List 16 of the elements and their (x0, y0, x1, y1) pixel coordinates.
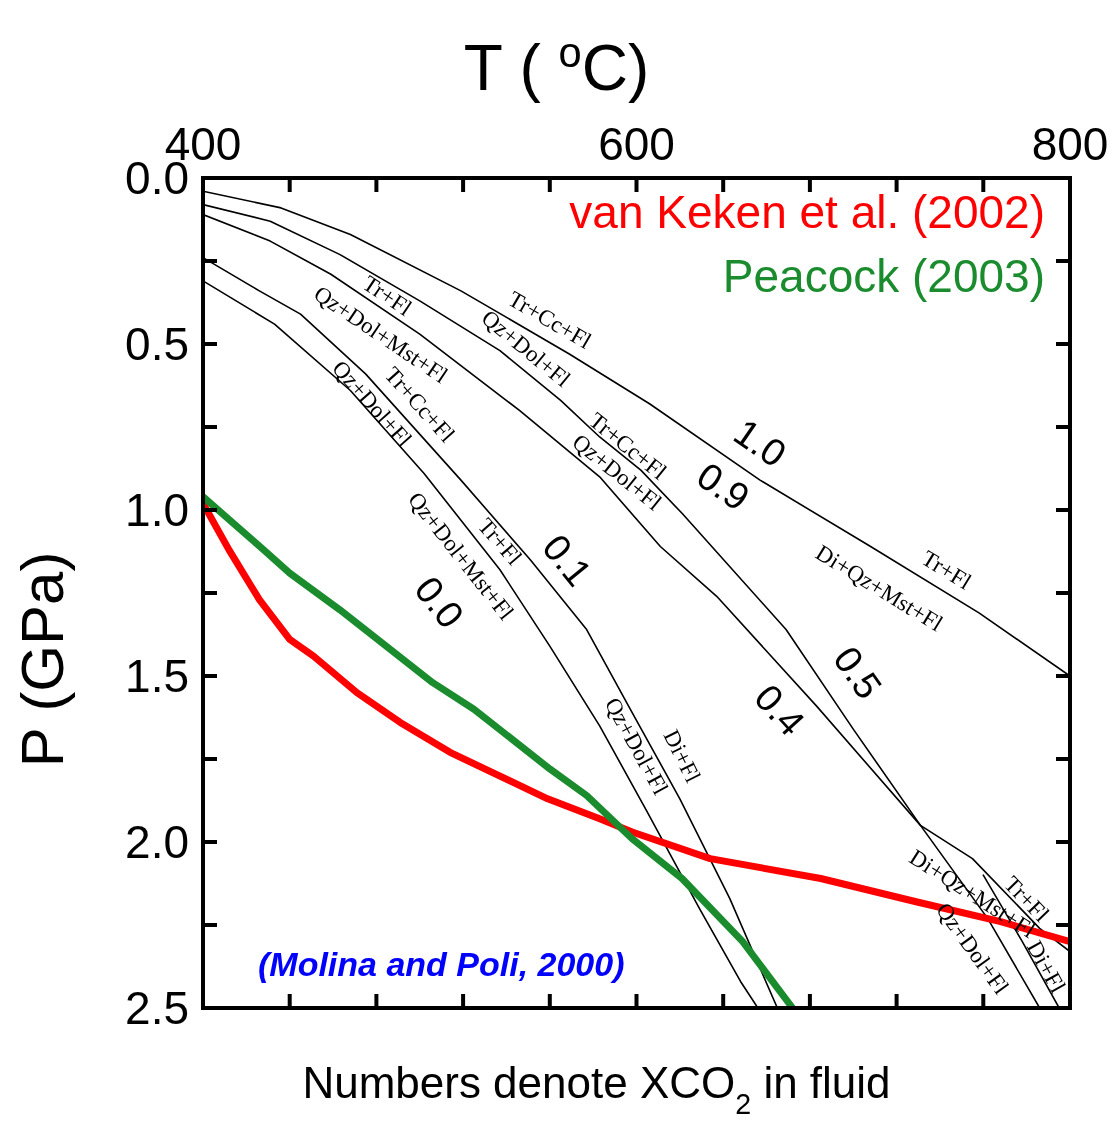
y-tick-label: 2.0 (125, 816, 189, 868)
annotation: (Molina and Poli, 2000) (258, 945, 625, 983)
x-tick-label: 800 (1031, 118, 1109, 170)
text: Numbers denote XCO$_{2}$ in fluid (302, 1058, 891, 1120)
y-tick-label: 1.0 (125, 484, 189, 536)
y-tick-label: 2.5 (125, 982, 189, 1034)
text: van Keken et al. (2002) (569, 186, 1045, 238)
y-tick-label: 0.5 (125, 318, 189, 370)
annotation: 0.4 (746, 676, 813, 744)
x-tick-label: 600 (598, 118, 675, 170)
annotation: 0.1 (534, 526, 601, 595)
y-axis-title: P (GPa) (9, 551, 76, 768)
x-axis-title: T ( $^{o}$C) (463, 28, 650, 104)
text: Peacock (2003) (722, 250, 1045, 302)
y-tick-label: 1.5 (125, 650, 189, 702)
annotation: 0.5 (825, 639, 890, 707)
